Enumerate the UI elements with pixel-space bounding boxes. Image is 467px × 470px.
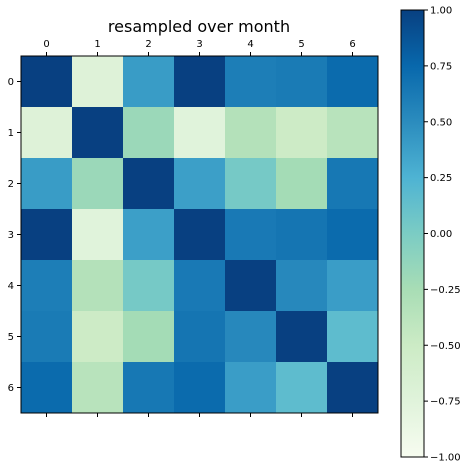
x-tick-label: 4 xyxy=(247,39,253,50)
x-tick-label: 0 xyxy=(43,39,49,50)
heatmap-cell xyxy=(72,209,124,261)
heatmap-cell xyxy=(174,107,226,159)
heatmap-cell xyxy=(225,56,277,108)
heatmap-cell xyxy=(276,311,328,363)
heatmap-cell xyxy=(276,158,328,210)
heatmap-cells xyxy=(21,56,379,414)
heatmap-cell xyxy=(72,56,124,108)
colorbar-tick-label: −0.50 xyxy=(430,341,461,352)
colorbar-tick-label: 0.25 xyxy=(430,173,452,184)
heatmap-cell xyxy=(327,362,379,414)
heatmap-cell xyxy=(123,311,175,363)
heatmap-cell xyxy=(123,158,175,210)
colorbar-ticks: −1.00 −0.75 −0.50 −0.25 0.00 0.25 0.50 0.75 1.00 xyxy=(424,6,461,464)
heatmap-cell xyxy=(174,260,226,312)
heatmap-cell xyxy=(123,107,175,159)
heatmap-cell xyxy=(174,362,226,414)
heatmap-cell xyxy=(174,209,226,261)
chart-title: resampled over month xyxy=(108,17,290,36)
heatmap-cell xyxy=(174,311,226,363)
colorbar-tick-label: −0.25 xyxy=(430,285,461,296)
x-tick-label: 5 xyxy=(298,39,304,50)
colorbar-tick-label: 0.75 xyxy=(430,61,452,72)
heatmap-cell xyxy=(123,260,175,312)
y-tick-label: 0 xyxy=(8,77,14,88)
heatmap-cell xyxy=(225,209,277,261)
heatmap-cell xyxy=(21,56,73,108)
colorbar-tick-label: 0.00 xyxy=(430,229,452,240)
colorbar xyxy=(400,9,425,458)
colorbar-tick-label: 1.00 xyxy=(430,6,452,17)
heatmap-cell xyxy=(72,158,124,210)
heatmap-cell xyxy=(72,362,124,414)
heatmap-cell xyxy=(225,311,277,363)
heatmap-cell xyxy=(21,107,73,159)
y-tick-label: 6 xyxy=(8,383,14,394)
heatmap-cell xyxy=(327,158,379,210)
y-tick-label: 2 xyxy=(8,179,14,190)
x-tick-label: 1 xyxy=(94,39,100,50)
heatmap-cell xyxy=(327,107,379,159)
y-tick-label: 3 xyxy=(8,230,14,241)
y-tick-label: 5 xyxy=(8,332,14,343)
heatmap-cell xyxy=(174,56,226,108)
heatmap-cell xyxy=(327,56,379,108)
heatmap-cell xyxy=(72,260,124,312)
heatmap-cell xyxy=(174,158,226,210)
heatmap-cell xyxy=(123,56,175,108)
heatmap-cell xyxy=(276,107,328,159)
heatmap-cell xyxy=(276,56,328,108)
heatmap-cell xyxy=(276,209,328,261)
heatmap-cell xyxy=(123,209,175,261)
heatmap-cell xyxy=(21,311,73,363)
heatmap-cell xyxy=(276,362,328,414)
heatmap-cell xyxy=(225,107,277,159)
heatmap-cell xyxy=(21,362,73,414)
heatmap-cell xyxy=(225,260,277,312)
heatmap-cell xyxy=(21,158,73,210)
heatmap-cell xyxy=(327,260,379,312)
colorbar-tick-label: −0.75 xyxy=(430,397,461,408)
x-axis-ticks: 0 1 2 3 4 5 6 xyxy=(43,39,356,417)
heatmap-cell xyxy=(21,260,73,312)
heatmap-cell xyxy=(123,362,175,414)
colorbar-tick-label: 0.50 xyxy=(430,117,452,128)
colorbar-tick-label: −1.00 xyxy=(430,453,461,464)
x-tick-label: 3 xyxy=(196,39,202,50)
y-axis-ticks: 0 1 2 3 4 5 6 xyxy=(8,77,21,394)
y-tick-label: 1 xyxy=(8,128,14,139)
x-tick-label: 2 xyxy=(145,39,151,50)
heatmap-cell xyxy=(225,362,277,414)
heatmap-cell xyxy=(225,158,277,210)
y-tick-label: 4 xyxy=(8,281,14,292)
heatmap-cell xyxy=(72,311,124,363)
heatmap-cell xyxy=(72,107,124,159)
heatmap-cell xyxy=(327,311,379,363)
heatmap-cell xyxy=(276,260,328,312)
heatmap-cell xyxy=(327,209,379,261)
heatmap-cell xyxy=(21,209,73,261)
x-tick-label: 6 xyxy=(349,39,355,50)
